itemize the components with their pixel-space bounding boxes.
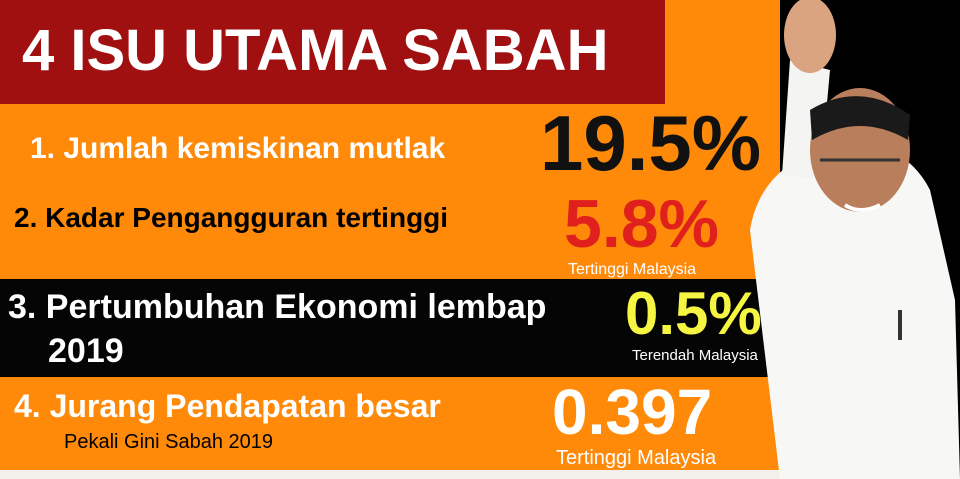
- issue-3-label: 3. Pertumbuhan Ekonomi lembap: [8, 288, 547, 326]
- issue-3-label-year: 2019: [48, 332, 124, 370]
- person-photo: [750, 0, 960, 479]
- issue-4-value: 0.397: [552, 376, 713, 448]
- issue-3-band: [0, 279, 780, 377]
- page-title: 4 ISU UTAMA SABAH: [22, 18, 609, 83]
- issue-1-label: 1. Jumlah kemiskinan mutlak: [30, 132, 446, 165]
- issue-4-note: Tertinggi Malaysia: [556, 447, 717, 469]
- issue-3-note: Terendah Malaysia: [632, 347, 758, 364]
- issue-4-sublabel: Pekali Gini Sabah 2019: [64, 431, 274, 453]
- issue-4-label: 4. Jurang Pendapatan besar: [14, 388, 441, 424]
- issue-2-value: 5.8%: [564, 186, 719, 262]
- issue-3-value: 0.5%: [625, 280, 762, 347]
- issue-2-label: 2. Kadar Pengangguran tertinggi: [14, 202, 449, 233]
- bottom-strip: [0, 470, 780, 479]
- issue-2-note: Tertinggi Malaysia: [568, 261, 697, 278]
- issue-1-value: 19.5%: [540, 99, 762, 187]
- title-banner: [0, 0, 665, 104]
